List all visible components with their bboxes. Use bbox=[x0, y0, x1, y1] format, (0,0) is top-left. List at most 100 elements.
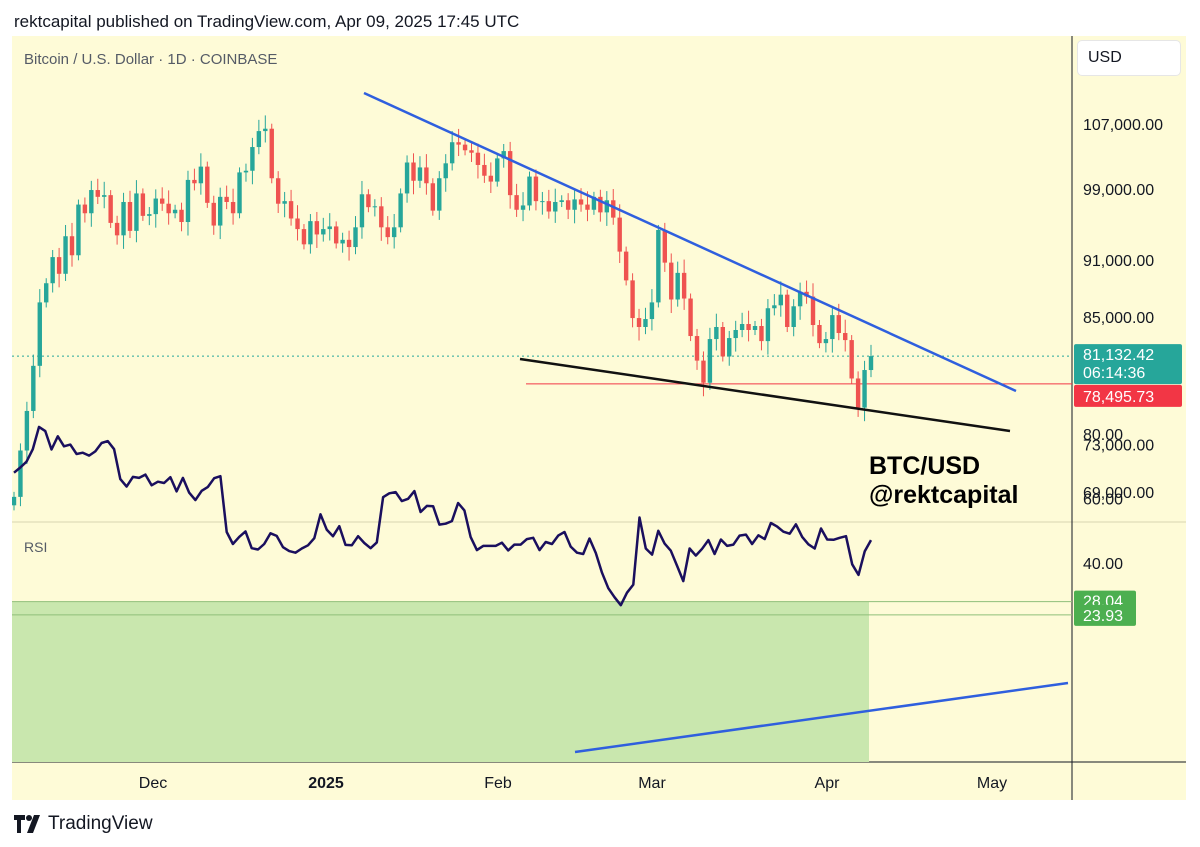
candle-body bbox=[797, 291, 803, 307]
candle-body bbox=[269, 128, 274, 179]
rsi-support-trendline bbox=[574, 681, 1069, 754]
rsi-label: RSI bbox=[24, 539, 48, 555]
candle-body bbox=[482, 164, 487, 176]
candle-body bbox=[707, 339, 713, 383]
candle-body bbox=[578, 199, 584, 205]
candle-body bbox=[746, 324, 751, 331]
x-tick-label: May bbox=[977, 775, 1007, 792]
candle-body bbox=[82, 204, 88, 214]
candle-body bbox=[720, 326, 725, 357]
candle-body bbox=[611, 200, 616, 218]
candle-body bbox=[211, 202, 216, 226]
rsi-tick-label: 40.00 bbox=[1083, 556, 1123, 573]
candle-body bbox=[462, 144, 468, 151]
candle-body bbox=[656, 229, 661, 303]
candle-body bbox=[759, 326, 764, 342]
candle-body bbox=[694, 336, 700, 361]
candle-body bbox=[134, 193, 139, 231]
candle-body bbox=[366, 194, 371, 208]
candle-body bbox=[739, 324, 745, 331]
candle-body bbox=[623, 251, 629, 281]
price-and-rsi-chart[interactable]: 107,000.00 99,000.00 91,000.00 85,000.00 73,… bbox=[12, 36, 1186, 800]
candle-body bbox=[810, 296, 816, 326]
candle-body bbox=[69, 236, 75, 256]
price-tick-label: 107,000.00 bbox=[1083, 117, 1163, 134]
horizontal-level-badge bbox=[1074, 384, 1182, 407]
candle-body bbox=[688, 298, 693, 337]
candle-body bbox=[179, 209, 184, 223]
candle-body bbox=[44, 283, 49, 303]
candle-body bbox=[56, 257, 62, 274]
candle-body bbox=[353, 227, 358, 248]
candle-body bbox=[314, 221, 320, 235]
candle-body bbox=[263, 128, 268, 132]
candle-body bbox=[437, 178, 442, 211]
candle-body bbox=[456, 142, 461, 145]
candle-body bbox=[295, 218, 300, 230]
candle-body bbox=[772, 305, 777, 309]
candle-body bbox=[868, 356, 874, 371]
axis-background bbox=[1072, 36, 1186, 800]
footer-brand: TradingView bbox=[48, 813, 153, 834]
candle-body bbox=[546, 201, 552, 212]
candle-body bbox=[714, 326, 719, 340]
rsi-line bbox=[13, 425, 873, 607]
candle-body bbox=[520, 205, 526, 210]
chart-frame[interactable]: 107,000.00 99,000.00 91,000.00 85,000.00 73,… bbox=[12, 36, 1186, 800]
price-tick-label: 69,000.00 bbox=[1083, 485, 1154, 502]
horizontal-level-label: 78,495.73 bbox=[1083, 389, 1154, 406]
x-tick-label: Dec bbox=[139, 775, 167, 792]
candle-body bbox=[411, 162, 416, 181]
candle-body bbox=[533, 176, 539, 202]
candle-body bbox=[507, 151, 513, 196]
countdown-label: 06:14:36 bbox=[1083, 365, 1145, 382]
footer: TradingView bbox=[14, 813, 153, 835]
currency-selector[interactable]: USD bbox=[1078, 41, 1180, 75]
candle-body bbox=[185, 179, 191, 223]
candle-body bbox=[308, 221, 313, 245]
candle-body bbox=[250, 147, 255, 171]
price-tick-label: 85,000.00 bbox=[1083, 310, 1154, 327]
tradingview-logo-icon bbox=[14, 815, 40, 833]
candle-body bbox=[108, 195, 113, 223]
candle-body bbox=[817, 325, 822, 344]
candle-body bbox=[553, 201, 558, 212]
candle-body bbox=[643, 319, 648, 327]
descending-resistance-trendline bbox=[363, 91, 1017, 393]
candle-body bbox=[340, 239, 345, 244]
candle-body bbox=[24, 410, 30, 451]
candle-body bbox=[527, 176, 532, 206]
candle-body bbox=[63, 236, 68, 274]
candle-body bbox=[31, 365, 36, 411]
candle-body bbox=[791, 306, 796, 327]
candle-body bbox=[649, 302, 655, 320]
candle-body bbox=[540, 201, 545, 203]
candle-body bbox=[18, 450, 23, 497]
last-price-label: 81,132.42 bbox=[1083, 347, 1154, 364]
candle-body bbox=[862, 370, 867, 408]
candle-body bbox=[430, 183, 436, 211]
watermark-pair: BTC/USD bbox=[869, 452, 980, 480]
oversold-zone bbox=[12, 601, 869, 762]
oversold-lower-label: 23.93 bbox=[1083, 608, 1123, 625]
candle-body bbox=[205, 166, 210, 203]
candle-body bbox=[160, 198, 165, 204]
candle-body bbox=[198, 166, 204, 184]
candle-body bbox=[585, 204, 590, 210]
candle-body bbox=[288, 201, 294, 219]
candle-body bbox=[785, 294, 790, 327]
candle-body bbox=[565, 200, 571, 210]
candle-body bbox=[224, 196, 229, 202]
price-tick-label: 91,000.00 bbox=[1083, 253, 1154, 270]
watermark-author: @rektcapital bbox=[869, 481, 1018, 509]
candle-body bbox=[127, 201, 133, 231]
price-tick-label: 99,000.00 bbox=[1083, 182, 1154, 199]
candle-body bbox=[321, 229, 326, 235]
candle-body bbox=[37, 302, 42, 366]
candle-body bbox=[855, 378, 861, 408]
x-tick-label: 2025 bbox=[308, 775, 344, 792]
candle-body bbox=[230, 201, 236, 214]
candle-body bbox=[495, 158, 500, 182]
candle-body bbox=[617, 217, 622, 252]
candle-body bbox=[727, 338, 732, 357]
